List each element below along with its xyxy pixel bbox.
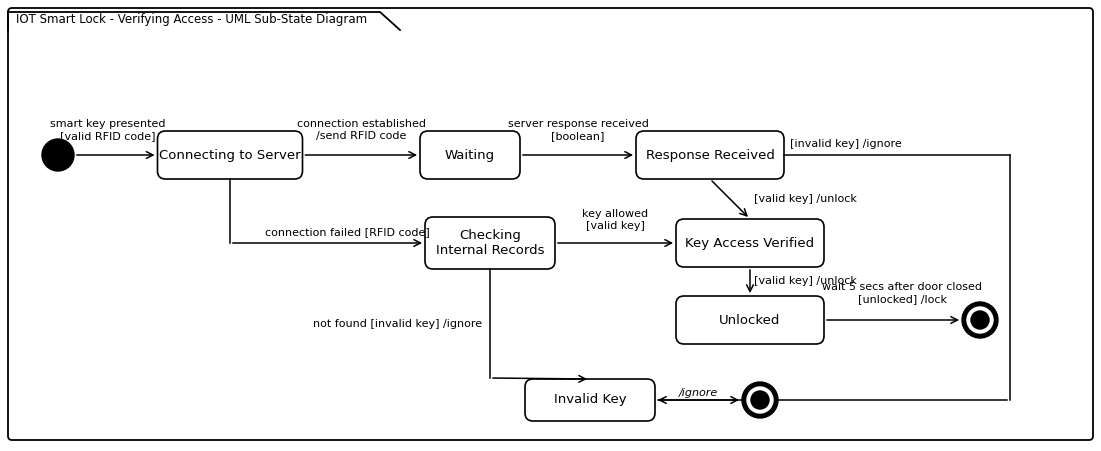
Text: [valid key] /unlock: [valid key] /unlock bbox=[754, 194, 857, 204]
Text: key allowed
[valid key]: key allowed [valid key] bbox=[582, 209, 648, 231]
Text: [invalid key] /ignore: [invalid key] /ignore bbox=[791, 139, 902, 149]
Text: smart key presented
[valid RFID code]: smart key presented [valid RFID code] bbox=[50, 120, 165, 141]
Text: IOT Smart Lock - Verifying Access - UML Sub-State Diagram: IOT Smart Lock - Verifying Access - UML … bbox=[17, 14, 367, 27]
Text: Checking
Internal Records: Checking Internal Records bbox=[436, 229, 544, 257]
Text: Response Received: Response Received bbox=[645, 148, 774, 161]
FancyBboxPatch shape bbox=[419, 131, 520, 179]
Text: Waiting: Waiting bbox=[445, 148, 495, 161]
Text: Invalid Key: Invalid Key bbox=[554, 394, 626, 406]
Text: [valid key] /unlock: [valid key] /unlock bbox=[754, 276, 857, 286]
Circle shape bbox=[967, 307, 993, 333]
Circle shape bbox=[962, 302, 998, 338]
Circle shape bbox=[971, 311, 989, 329]
Text: Connecting to Server: Connecting to Server bbox=[160, 148, 301, 161]
FancyBboxPatch shape bbox=[8, 8, 1093, 440]
Text: wait 5 secs after door closed
[unlocked] /lock: wait 5 secs after door closed [unlocked]… bbox=[822, 282, 982, 304]
FancyBboxPatch shape bbox=[676, 296, 824, 344]
Circle shape bbox=[746, 387, 773, 413]
Circle shape bbox=[742, 382, 778, 418]
Text: not found [invalid key] /ignore: not found [invalid key] /ignore bbox=[313, 319, 482, 329]
FancyBboxPatch shape bbox=[676, 219, 824, 267]
Text: /ignore: /ignore bbox=[679, 388, 718, 398]
Text: connection failed [RFID code]: connection failed [RFID code] bbox=[265, 227, 429, 237]
Circle shape bbox=[42, 139, 74, 171]
Text: connection established
/send RFID code: connection established /send RFID code bbox=[297, 120, 426, 141]
Circle shape bbox=[751, 391, 768, 409]
FancyBboxPatch shape bbox=[636, 131, 784, 179]
FancyBboxPatch shape bbox=[425, 217, 555, 269]
Text: server response received
[boolean]: server response received [boolean] bbox=[508, 120, 648, 141]
Text: Key Access Verified: Key Access Verified bbox=[686, 236, 815, 249]
FancyBboxPatch shape bbox=[157, 131, 303, 179]
Text: Unlocked: Unlocked bbox=[719, 313, 781, 327]
FancyBboxPatch shape bbox=[525, 379, 655, 421]
